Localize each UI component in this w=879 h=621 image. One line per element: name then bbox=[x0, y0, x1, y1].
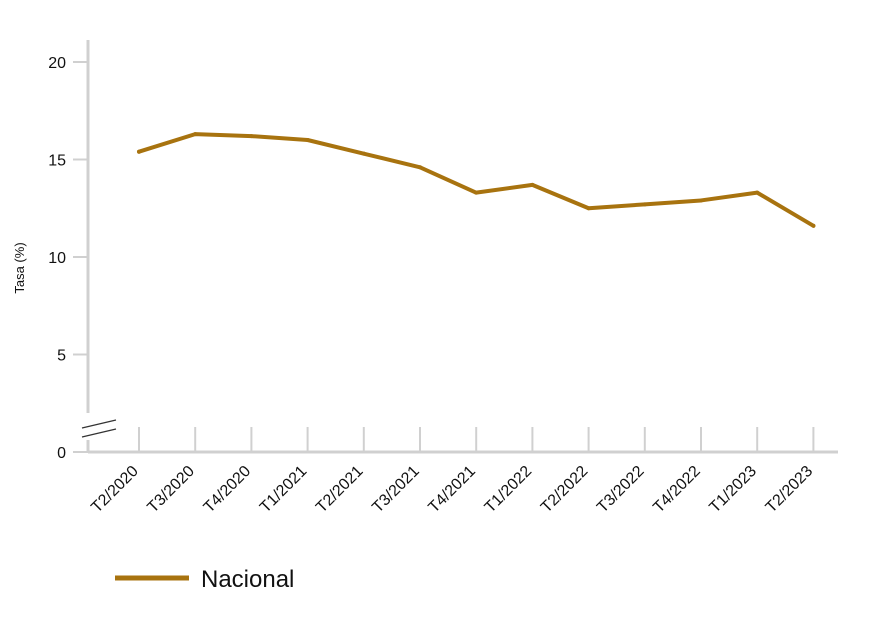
x-tick-label: T4/2020 bbox=[201, 463, 255, 517]
data-point bbox=[249, 134, 254, 139]
x-tick-label: T2/2023 bbox=[763, 463, 817, 517]
y-axis-title: Tasa (%) bbox=[12, 242, 27, 293]
data-point bbox=[418, 165, 422, 170]
x-tick-label: T3/2021 bbox=[369, 463, 423, 517]
x-tick-label: T1/2023 bbox=[706, 463, 760, 517]
data-point bbox=[361, 151, 366, 156]
x-tick-label: T2/2020 bbox=[88, 463, 142, 517]
x-axis: T2/2020 T3/2020 T4/2020 T1/2021 T2/2021 T3/20… bbox=[88, 427, 838, 516]
x-tick-label: T3/2022 bbox=[594, 463, 648, 517]
x-tick-label: T4/2021 bbox=[425, 463, 479, 517]
series-group bbox=[137, 132, 816, 228]
series-line-nacional bbox=[137, 132, 816, 228]
y-tick-label: 0 bbox=[57, 445, 66, 462]
legend-label-nacional: Nacional bbox=[201, 566, 294, 593]
y-axis: 0 5 10 15 20 bbox=[48, 40, 117, 462]
y-tick-label: 10 bbox=[48, 250, 66, 267]
data-point bbox=[474, 190, 479, 195]
x-tick-label: T2/2021 bbox=[313, 463, 367, 517]
data-point bbox=[137, 149, 141, 154]
x-tick-label: T3/2020 bbox=[144, 463, 198, 517]
y-tick-label: 20 bbox=[48, 55, 66, 72]
data-point bbox=[193, 132, 198, 137]
x-tick-label: T1/2022 bbox=[482, 463, 536, 517]
data-point bbox=[755, 190, 760, 195]
y-tick-label: 15 bbox=[48, 153, 66, 170]
legend: Nacional bbox=[115, 566, 294, 593]
y-tick-label: 5 bbox=[57, 348, 66, 365]
x-tick-label: T4/2022 bbox=[650, 463, 704, 517]
data-point bbox=[530, 182, 535, 187]
data-point bbox=[699, 198, 703, 203]
x-tick-label: T2/2022 bbox=[538, 463, 592, 517]
data-point bbox=[586, 206, 591, 211]
axis-break-mark bbox=[81, 428, 117, 438]
data-point bbox=[305, 138, 310, 142]
data-point bbox=[811, 223, 816, 228]
data-point bbox=[642, 202, 647, 207]
x-tick-label: T1/2021 bbox=[257, 463, 311, 517]
axis-break-mark bbox=[81, 419, 117, 429]
